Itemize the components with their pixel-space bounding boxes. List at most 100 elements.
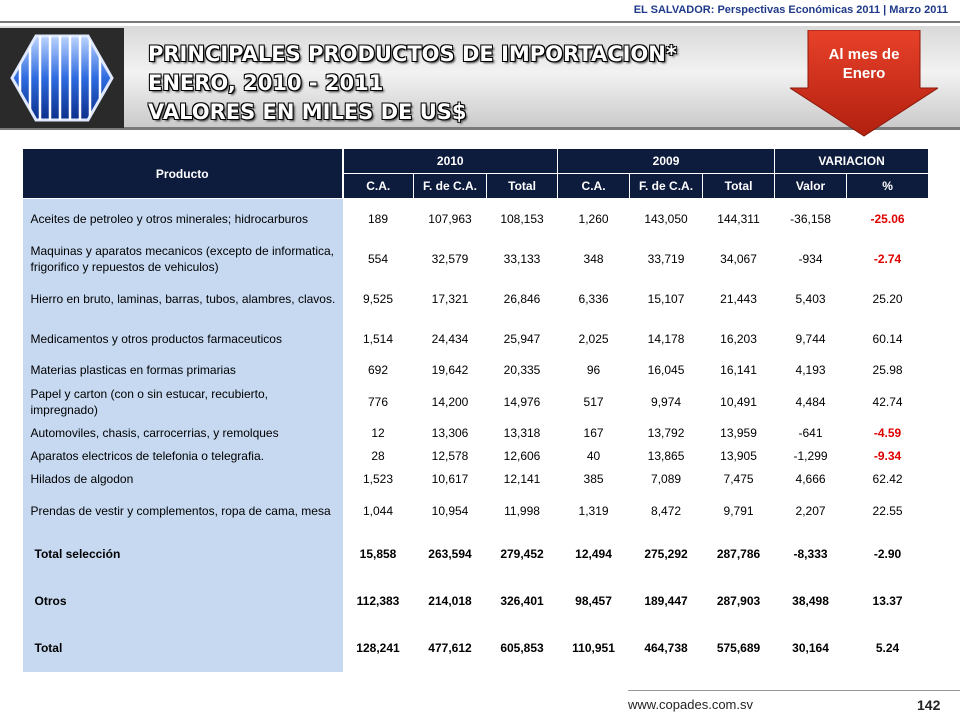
value-cell: 9,744 xyxy=(795,331,826,346)
percent-cell: 13.37 xyxy=(872,594,903,608)
table-row: Materias plasticas en formas primarias 69… xyxy=(22,358,929,382)
group-header-2010: 2010 xyxy=(341,148,559,174)
imports-table-container: Producto 2010 2009 VARIACION C.A. F. de … xyxy=(22,148,930,672)
value-cell: 1,319 xyxy=(578,503,609,518)
value-cell: 9,525 xyxy=(362,291,394,306)
value-cell: 776 xyxy=(367,394,389,409)
value-cell: 477,612 xyxy=(428,641,472,655)
product-name: Maquinas y aparatos mecanicos (excepto d… xyxy=(22,238,343,279)
value-cell: 4,666 xyxy=(795,472,826,486)
product-name: Prendas de vestir y complementos, ropa d… xyxy=(22,490,343,531)
col-header: Total xyxy=(485,173,559,199)
col-header: C.A. xyxy=(342,173,414,199)
value-cell: 464,738 xyxy=(644,641,688,655)
value-cell: -641 xyxy=(798,426,823,440)
value-cell: 96 xyxy=(586,363,601,377)
table-row: Papel y carton (con o sin estucar, recub… xyxy=(22,381,929,422)
value-cell: -934 xyxy=(798,251,823,266)
value-cell: 189 xyxy=(367,211,389,226)
value-cell: 692 xyxy=(367,363,389,377)
down-arrow-icon xyxy=(790,30,938,137)
percent-cell: 42.74 xyxy=(872,394,903,409)
value-cell: 13,865 xyxy=(647,449,685,463)
product-name: Aparatos electricos de telefonia o teleg… xyxy=(22,444,343,468)
value-cell: 26,846 xyxy=(503,291,541,306)
value-cell: 10,617 xyxy=(431,472,469,486)
group-header-variacion: VARIACION xyxy=(774,148,930,174)
logo xyxy=(0,28,124,128)
value-cell: 108,153 xyxy=(500,211,544,226)
value-cell: 326,401 xyxy=(500,594,544,608)
value-cell: 13,905 xyxy=(720,449,757,463)
value-cell: 1,044 xyxy=(362,503,394,518)
page-title: PRINCIPALES PRODUCTOS DE IMPORTACION* EN… xyxy=(148,40,788,127)
title-line-1: PRINCIPALES PRODUCTOS DE IMPORTACION* xyxy=(148,42,677,66)
value-cell: 16,045 xyxy=(647,363,685,377)
value-cell: 263,594 xyxy=(428,547,472,561)
value-cell: 15,107 xyxy=(647,291,685,306)
value-cell: 28 xyxy=(371,449,385,463)
value-cell: 12,606 xyxy=(503,449,541,463)
value-cell: 24,434 xyxy=(431,331,469,346)
value-cell: 20,335 xyxy=(503,363,541,377)
value-cell: 10,491 xyxy=(720,394,757,409)
value-cell: 25,947 xyxy=(503,331,541,346)
value-cell: 167 xyxy=(583,426,604,440)
value-cell: 8,472 xyxy=(651,503,682,518)
top-bar: EL SALVADOR: Perspectivas Económicas 201… xyxy=(0,0,960,23)
percent-cell: 22.55 xyxy=(872,503,903,518)
value-cell: 1,514 xyxy=(362,331,394,346)
value-cell: 13,959 xyxy=(720,426,757,440)
percent-cell: 25.98 xyxy=(872,363,903,377)
product-name: Total selección xyxy=(22,530,343,578)
table-row: Hilados de algodon 1,523 10,617 12,141 385 7,… xyxy=(22,467,929,491)
publication-reference: EL SALVADOR: Perspectivas Económicas 201… xyxy=(633,4,948,16)
value-cell: 9,974 xyxy=(651,394,682,409)
col-header: F. de C.A. xyxy=(413,173,487,199)
value-cell: 279,452 xyxy=(500,547,544,561)
value-cell: 605,853 xyxy=(500,641,544,655)
value-cell: 4,193 xyxy=(795,363,826,377)
value-cell: 21,443 xyxy=(720,291,757,306)
value-cell: 287,903 xyxy=(716,594,761,608)
value-cell: 38,498 xyxy=(792,594,829,608)
footer-url: www.copades.com.sv xyxy=(628,697,753,712)
title-line-3: VALORES EN MILES DE US$ xyxy=(148,100,467,124)
product-name: Papel y carton (con o sin estucar, recub… xyxy=(22,381,343,422)
total-row: Total 128,241 477,612 605,853 110,951 464,738… xyxy=(22,624,929,672)
percent-cell: 25.20 xyxy=(872,291,903,306)
value-cell: 112,383 xyxy=(356,594,400,608)
footer-divider xyxy=(628,690,960,691)
value-cell: 30,164 xyxy=(792,641,829,655)
value-cell: 13,318 xyxy=(503,426,541,440)
value-cell: 214,018 xyxy=(428,594,472,608)
table-body: Aceites de petroleo y otros minerales; h… xyxy=(22,198,929,672)
value-cell: 275,292 xyxy=(644,547,688,561)
product-name: Total xyxy=(22,624,343,672)
col-header: Total xyxy=(702,173,776,199)
value-cell: 287,786 xyxy=(716,547,761,561)
value-cell: 19,642 xyxy=(431,363,469,377)
value-cell: 189,447 xyxy=(644,594,688,608)
title-banner xyxy=(0,26,960,130)
value-cell: 1,523 xyxy=(362,472,394,486)
col-header: F. de C.A. xyxy=(629,173,704,199)
value-cell: 14,178 xyxy=(647,331,685,346)
product-header: Producto xyxy=(22,148,344,199)
percent-cell: -2.74 xyxy=(873,251,902,266)
value-cell: 14,976 xyxy=(503,394,541,409)
table-row: Aceites de petroleo y otros minerales; h… xyxy=(22,198,929,239)
value-cell: 40 xyxy=(586,449,601,463)
value-cell: 16,203 xyxy=(720,331,757,346)
value-cell: 144,311 xyxy=(717,211,760,226)
value-cell: 13,792 xyxy=(647,426,685,440)
imports-table: Producto 2010 2009 VARIACION C.A. F. de … xyxy=(22,148,930,672)
table-row: Medicamentos y otros productos farmaceut… xyxy=(22,318,929,359)
value-cell: 6,336 xyxy=(578,291,609,306)
value-cell: 12,141 xyxy=(503,472,541,486)
top-divider xyxy=(0,21,960,23)
value-cell: 12 xyxy=(371,426,385,440)
col-header: % xyxy=(846,173,930,199)
table-row: Aparatos electricos de telefonia o teleg… xyxy=(22,444,929,468)
value-cell: -36,158 xyxy=(790,211,831,226)
